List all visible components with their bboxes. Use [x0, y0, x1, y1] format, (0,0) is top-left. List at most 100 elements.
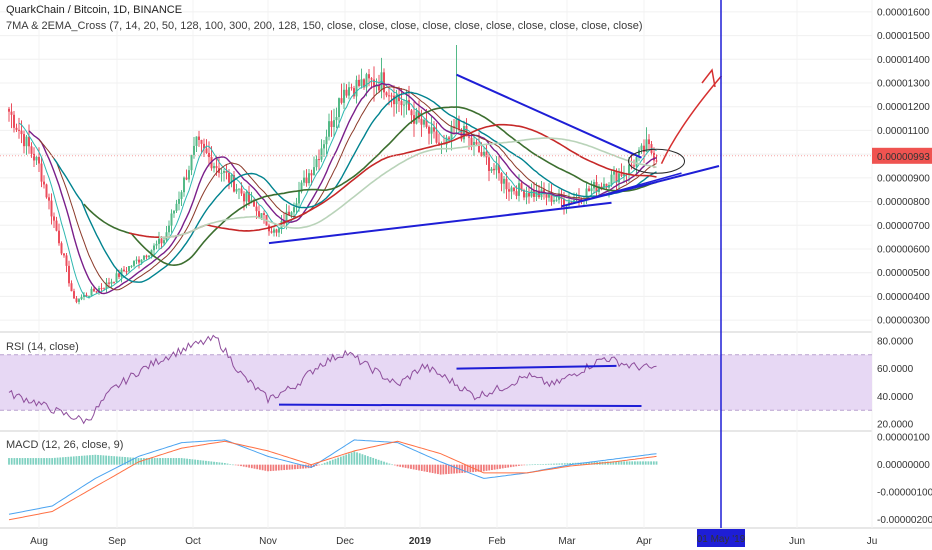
candle-body: [340, 98, 343, 103]
candle-body: [628, 164, 630, 174]
macd-histogram-bar: [528, 464, 531, 466]
candle-body: [515, 191, 518, 196]
candle-body: [353, 88, 355, 97]
candle-body: [423, 119, 425, 125]
candle-body: [328, 121, 330, 137]
macd-histogram-bar: [151, 458, 153, 465]
price-tick-label: 0.00000500: [877, 268, 930, 279]
macd-histogram-bar: [186, 458, 188, 465]
macd-histogram-bar: [53, 457, 56, 465]
macd-histogram-bar: [62, 457, 64, 465]
candle-body: [465, 125, 468, 137]
macd-histogram-bar: [126, 457, 129, 465]
candle-body: [80, 297, 83, 300]
candle-body: [545, 194, 548, 198]
candle-body: [475, 141, 478, 145]
candle-body: [123, 269, 125, 272]
macd-histogram-bar: [423, 464, 426, 472]
time-tick-label: Feb: [488, 536, 506, 547]
candle-body: [370, 78, 373, 80]
candle-body: [8, 108, 10, 112]
macd-histogram-bar: [631, 461, 634, 465]
macd-histogram-bar: [21, 458, 24, 465]
macd-histogram-bar: [226, 463, 229, 465]
candle-body: [183, 177, 185, 193]
rsi-legend[interactable]: RSI (14, close): [6, 341, 79, 353]
macd-histogram-bar: [218, 462, 221, 465]
macd-histogram-bar: [569, 463, 572, 465]
chart-title: QuarkChain / Bitcoin, 1D, BINANCE: [6, 4, 182, 16]
macd-histogram-bar: [426, 464, 429, 472]
macd-histogram-bar: [501, 464, 504, 469]
macd-histogram-bar: [116, 456, 118, 465]
macd-histogram-bar: [210, 461, 213, 465]
candle-body: [105, 282, 108, 289]
rsi-resistance-trendline: [456, 364, 617, 370]
candle-body: [18, 129, 20, 131]
macd-histogram-bar: [223, 463, 226, 465]
macd-histogram-bar: [296, 464, 299, 470]
macd-histogram-bar: [191, 459, 194, 465]
candle-body: [485, 151, 488, 158]
candle-body: [223, 170, 225, 173]
candle-body: [348, 87, 350, 96]
macd-histogram-bar: [275, 464, 277, 471]
macd-histogram-bar: [553, 463, 555, 465]
macd-pane[interactable]: [8, 439, 658, 521]
macd-histogram-bar: [639, 461, 642, 465]
macd-histogram-bar: [536, 464, 539, 465]
symbol-label: QuarkChain / Bitcoin, 1D, BINANCE: [6, 4, 183, 16]
candle-body: [75, 298, 78, 302]
macd-histogram-bar: [45, 458, 48, 465]
candle-body: [170, 213, 173, 226]
moving-average-line: [38, 86, 657, 291]
price-tick-label: 0.00000900: [877, 173, 930, 184]
indicator-legend[interactable]: 7MA & 2EMA_Cross (7, 14, 20, 50, 128, 10…: [6, 20, 643, 32]
candle-body: [253, 199, 255, 207]
macd-histogram-bar: [539, 464, 542, 465]
macd-histogram-bar: [294, 464, 296, 470]
macd-histogram-bar: [110, 455, 113, 465]
macd-histogram-bar: [16, 458, 18, 465]
price-tick-label: 0.00001200: [877, 102, 930, 113]
candle-body: [398, 95, 400, 102]
macd-histogram-bar: [590, 462, 593, 465]
highlight-ellipse: [628, 148, 685, 174]
candle-body: [228, 172, 230, 183]
candle-body: [243, 193, 245, 202]
macd-histogram-bar: [401, 464, 404, 468]
macd-histogram-bar: [469, 464, 472, 473]
macd-histogram-bar: [339, 456, 342, 465]
macd-histogram-bar: [571, 462, 574, 465]
candle-body: [635, 157, 638, 167]
candle-body: [365, 74, 368, 88]
candle-body: [13, 114, 15, 128]
macd-histogram-bar: [164, 458, 167, 465]
candle-body: [33, 153, 35, 161]
macd-histogram-bar: [196, 459, 199, 465]
candle-body: [160, 238, 163, 244]
macd-histogram-bar: [121, 456, 124, 465]
time-tick-label: Apr: [636, 536, 652, 547]
candle-body: [245, 192, 248, 202]
candle-body: [510, 187, 513, 192]
candle-body: [118, 273, 120, 277]
price-pane[interactable]: [0, 45, 872, 305]
candle-body: [255, 206, 258, 212]
candle-body: [513, 187, 515, 192]
macd-histogram-bar: [353, 451, 356, 465]
macd-histogram-bar: [304, 464, 307, 469]
candle-body: [195, 136, 198, 146]
macd-histogram-bar: [302, 464, 304, 469]
macd-histogram-bar: [315, 464, 318, 466]
rsi-pane[interactable]: [0, 334, 872, 425]
candle-body: [360, 79, 363, 86]
candle-body: [310, 173, 313, 176]
drawings-overlay[interactable]: [268, 0, 723, 528]
macd-histogram-bar: [558, 463, 561, 465]
macd-legend[interactable]: MACD (12, 26, close, 9): [6, 439, 123, 451]
macd-histogram-bar: [407, 464, 410, 469]
macd-histogram-bar: [199, 460, 202, 465]
candle-body: [190, 154, 193, 171]
macd-histogram-bar: [555, 463, 558, 465]
